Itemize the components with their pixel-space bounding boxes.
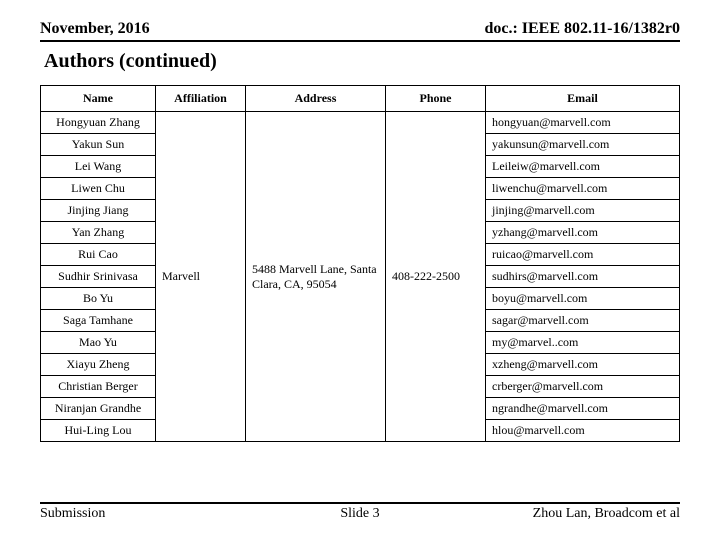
authors-table: Name Affiliation Address Phone Email Hon… [40,85,680,442]
cell-email: sudhirs@marvell.com [486,266,680,288]
cell-name: Xiayu Zheng [41,354,156,376]
cell-name: Jinjing Jiang [41,200,156,222]
col-phone: Phone [386,86,486,112]
cell-email: ruicao@marvell.com [486,244,680,266]
col-affiliation: Affiliation [156,86,246,112]
cell-email: hlou@marvell.com [486,420,680,442]
col-email: Email [486,86,680,112]
cell-email: Leileiw@marvell.com [486,156,680,178]
table-header-row: Name Affiliation Address Phone Email [41,86,680,112]
cell-email: yzhang@marvell.com [486,222,680,244]
cell-email: hongyuan@marvell.com [486,112,680,134]
cell-email: boyu@marvell.com [486,288,680,310]
cell-name: Christian Berger [41,376,156,398]
cell-email: crberger@marvell.com [486,376,680,398]
section-title: Authors (continued) [44,50,680,73]
cell-email: jinjing@marvell.com [486,200,680,222]
cell-name: Yakun Sun [41,134,156,156]
cell-name: Hongyuan Zhang [41,112,156,134]
cell-email: xzheng@marvell.com [486,354,680,376]
cell-email: yakunsun@marvell.com [486,134,680,156]
cell-name: Sudhir Srinivasa [41,266,156,288]
col-name: Name [41,86,156,112]
header-doc: doc.: IEEE 802.11-16/1382r0 [484,20,680,38]
cell-name: Mao Yu [41,332,156,354]
cell-email: sagar@marvell.com [486,310,680,332]
cell-name: Hui-Ling Lou [41,420,156,442]
cell-name: Liwen Chu [41,178,156,200]
col-address: Address [246,86,386,112]
footer-rule [40,502,680,504]
table-row: Hongyuan ZhangMarvell5488 Marvell Lane, … [41,112,680,134]
header: November, 2016 doc.: IEEE 802.11-16/1382… [40,20,680,42]
footer: Submission Slide 3 Zhou Lan, Broadcom et… [40,502,680,522]
cell-name: Rui Cao [41,244,156,266]
footer-center: Slide 3 [40,506,680,522]
slide: November, 2016 doc.: IEEE 802.11-16/1382… [0,0,720,540]
cell-phone: 408-222-2500 [386,112,486,442]
cell-email: liwenchu@marvell.com [486,178,680,200]
cell-name: Bo Yu [41,288,156,310]
cell-address: 5488 Marvell Lane, Santa Clara, CA, 9505… [246,112,386,442]
cell-name: Saga Tamhane [41,310,156,332]
cell-email: my@marvel..com [486,332,680,354]
cell-name: Yan Zhang [41,222,156,244]
cell-affiliation: Marvell [156,112,246,442]
cell-name: Lei Wang [41,156,156,178]
cell-name: Niranjan Grandhe [41,398,156,420]
header-date: November, 2016 [40,20,150,38]
cell-email: ngrandhe@marvell.com [486,398,680,420]
